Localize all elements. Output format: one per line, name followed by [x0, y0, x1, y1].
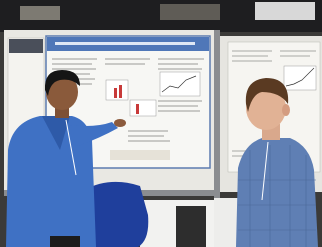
poster-figure [130, 100, 156, 116]
poster-figure-bar [119, 85, 122, 98]
poster-figure-bar [114, 88, 117, 98]
person-hand [114, 119, 126, 127]
poster-figure [160, 72, 200, 96]
ceiling-light [20, 6, 60, 20]
poster-logos [110, 150, 170, 160]
poster-title-text [55, 42, 195, 45]
person-trousers [50, 236, 80, 247]
person-ear [282, 104, 290, 116]
backpack [176, 206, 206, 247]
poster-figure [284, 66, 316, 90]
ceiling-light [255, 2, 315, 20]
page [0, 0, 322, 247]
side-poster-photos [9, 39, 43, 53]
poster-figure-bar [136, 104, 139, 114]
ceiling-light [160, 4, 220, 20]
photo [0, 0, 322, 247]
